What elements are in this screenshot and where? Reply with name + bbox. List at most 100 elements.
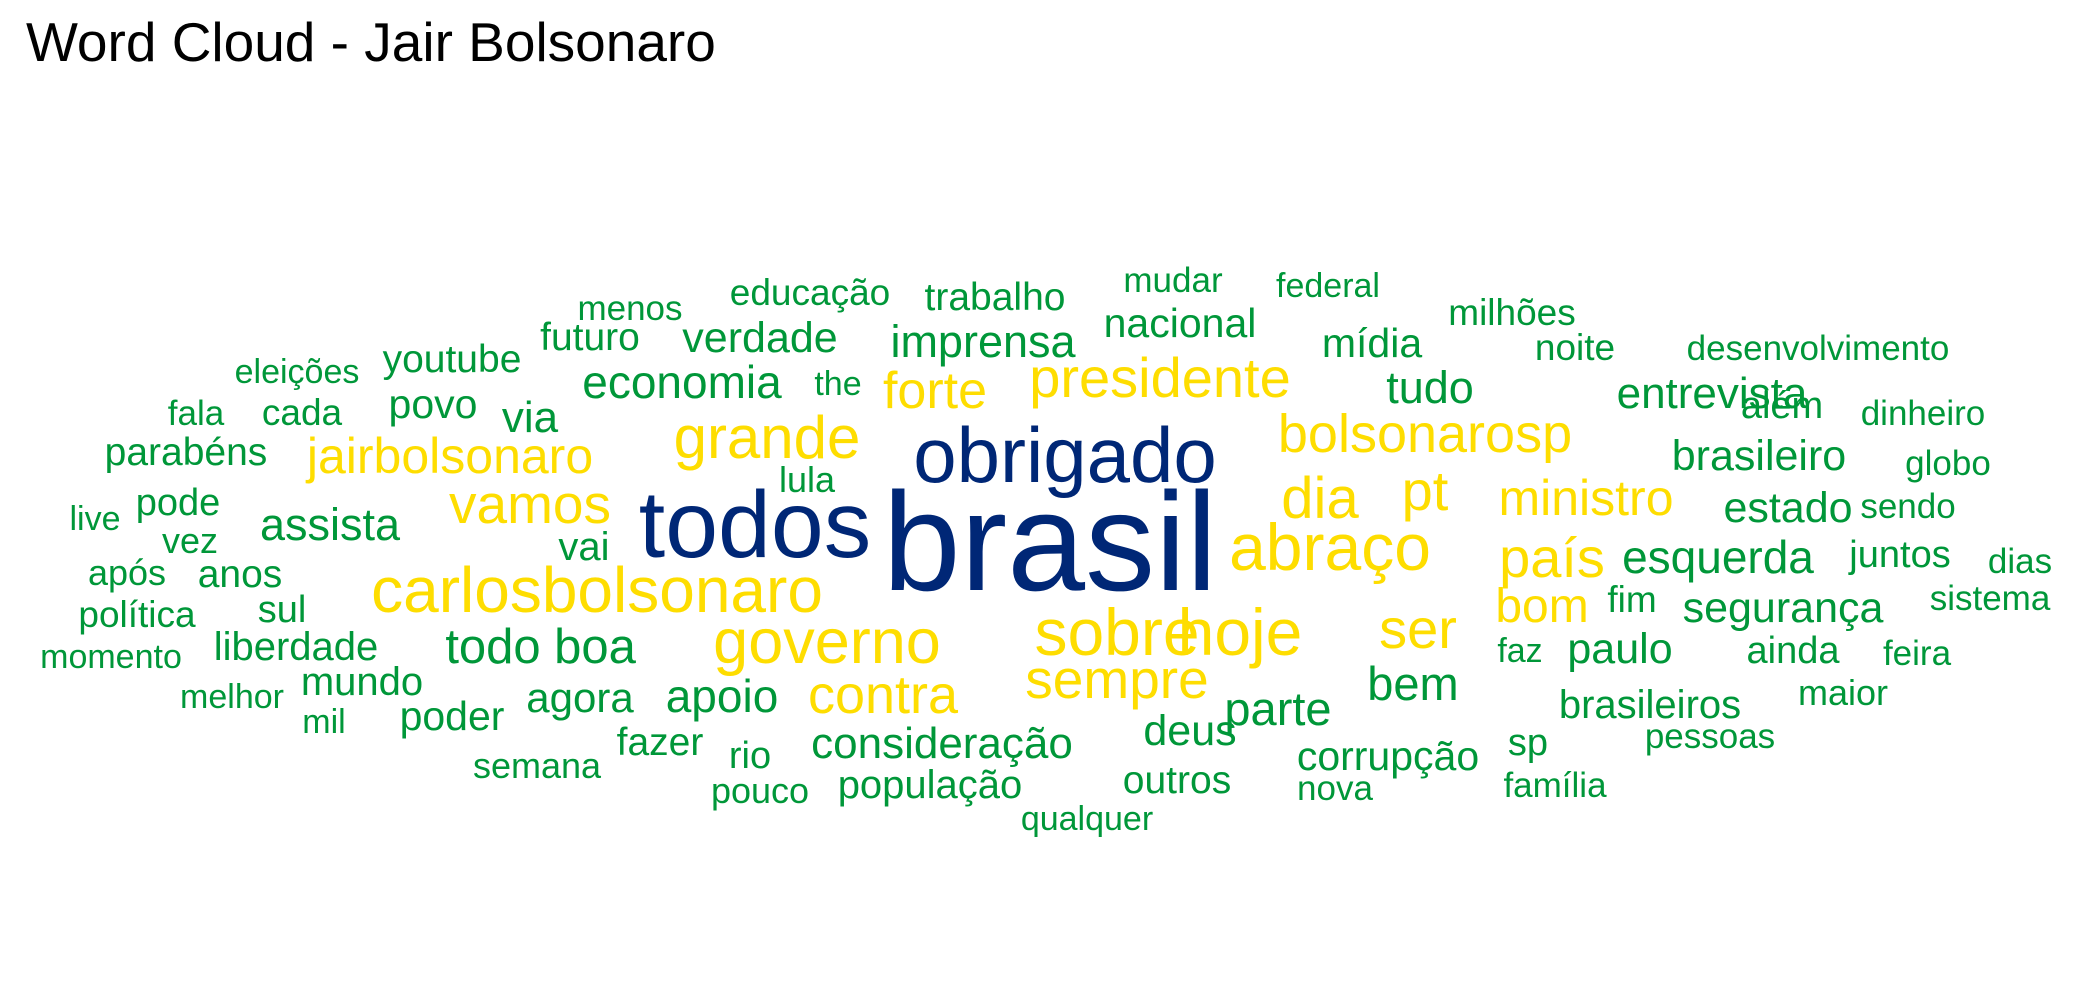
word-bom: bom — [1495, 580, 1588, 633]
word-juntos: juntos — [1848, 534, 1950, 576]
word-paulo: paulo — [1567, 625, 1672, 673]
word-menos: menos — [577, 289, 682, 328]
word-pessoas: pessoas — [1645, 717, 1775, 756]
word-forte: forte — [883, 362, 987, 420]
word-entrevista: entrevista — [1617, 369, 1808, 418]
word-assista: assista — [260, 499, 401, 550]
word-ministro: ministro — [1498, 470, 1673, 526]
word-live: live — [69, 500, 120, 538]
word-brasileiro: brasileiro — [1672, 432, 1846, 480]
word-bolsonarosp: bolsonarosp — [1278, 404, 1572, 464]
word-anos: anos — [198, 553, 283, 596]
word-trabalho: trabalho — [925, 276, 1066, 319]
word-pode: pode — [136, 482, 221, 524]
word-após: após — [88, 552, 166, 593]
word-federal: federal — [1276, 267, 1380, 305]
word-boa: boa — [554, 620, 637, 674]
word-vamos: vamos — [449, 473, 611, 535]
word-momento: momento — [40, 638, 182, 676]
word-brasil: brasil — [883, 463, 1218, 620]
word-sendo: sendo — [1860, 487, 1955, 526]
word-presidente: presidente — [1029, 346, 1291, 409]
word-dia: dia — [1281, 466, 1359, 531]
word-povo: povo — [389, 381, 478, 427]
word-população: população — [838, 763, 1023, 807]
word-além: além — [1741, 385, 1823, 427]
word-cada: cada — [262, 392, 343, 433]
word-desenvolvimento: desenvolvimento — [1687, 329, 1950, 368]
word-contra: contra — [808, 665, 959, 725]
word-vez: vez — [162, 520, 218, 561]
word-pouco: pouco — [711, 770, 809, 811]
word-dinheiro: dinheiro — [1861, 394, 1986, 433]
word-carlosbolsonaro: carlosbolsonaro — [371, 554, 823, 626]
word-the: the — [814, 365, 861, 403]
word-sistema: sistema — [1930, 579, 2051, 618]
word-apoio: apoio — [666, 670, 779, 722]
word-outros: outros — [1123, 759, 1231, 802]
word-deus: deus — [1143, 707, 1236, 755]
word-faz: faz — [1497, 632, 1542, 670]
word-hoje: hoje — [1178, 595, 1303, 669]
word-verdade: verdade — [682, 314, 837, 362]
word-obrigado: obrigado — [913, 411, 1217, 499]
word-youtube: youtube — [383, 338, 522, 381]
word-via: via — [502, 393, 559, 442]
word-sp: sp — [1508, 722, 1548, 764]
chart-title: Word Cloud - Jair Bolsonaro — [26, 11, 716, 73]
word-melhor: melhor — [180, 678, 284, 716]
word-pt: pt — [1402, 459, 1449, 522]
word-nacional: nacional — [1104, 300, 1257, 346]
word-fala: fala — [168, 394, 225, 433]
word-ainda: ainda — [1747, 630, 1841, 672]
word-globo: globo — [1905, 444, 1991, 483]
word-parabéns: parabéns — [105, 431, 268, 474]
word-corrupção: corrupção — [1297, 733, 1479, 779]
word-milhões: milhões — [1448, 292, 1576, 333]
word-mil: mil — [302, 703, 345, 741]
word-tudo: tudo — [1386, 362, 1474, 413]
word-política: política — [78, 594, 196, 635]
word-semana: semana — [473, 745, 602, 786]
word-lula: lula — [779, 459, 836, 500]
word-sempre: sempre — [1025, 648, 1208, 710]
word-brasileiros: brasileiros — [1559, 683, 1741, 727]
word-ser: ser — [1379, 597, 1457, 660]
word-parte: parte — [1224, 682, 1331, 735]
word-fazer: fazer — [617, 721, 704, 764]
word-bem: bem — [1367, 657, 1458, 710]
word-dias: dias — [1988, 542, 2052, 581]
word-imprensa: imprensa — [890, 316, 1076, 367]
word-abraço: abraço — [1229, 510, 1431, 584]
word-sul: sul — [258, 589, 307, 631]
word-liberdade: liberdade — [214, 625, 379, 669]
word-eleições: eleições — [235, 353, 360, 391]
word-economia: economia — [582, 356, 782, 408]
word-família: família — [1503, 766, 1607, 805]
word-poder: poder — [400, 693, 505, 739]
word-esquerda: esquerda — [1622, 531, 1814, 583]
word-futuro: futuro — [540, 316, 640, 359]
word-fim: fim — [1607, 579, 1656, 620]
word-maior: maior — [1798, 672, 1888, 713]
word-governo: governo — [713, 607, 941, 677]
word-segurança: segurança — [1683, 584, 1884, 632]
word-mudar: mudar — [1123, 261, 1223, 300]
word-qualquer: qualquer — [1021, 800, 1153, 838]
word-feira: feira — [1883, 634, 1952, 673]
word-educação: educação — [730, 272, 890, 313]
word-vai: vai — [558, 525, 609, 569]
word-estado: estado — [1723, 484, 1852, 532]
word-noite: noite — [1535, 327, 1615, 368]
word-país: país — [1499, 526, 1605, 589]
word-agora: agora — [526, 674, 634, 721]
word-todos: todos — [639, 472, 871, 578]
word-grande: grande — [674, 404, 861, 471]
word-consideração: consideração — [811, 719, 1073, 768]
word-rio: rio — [729, 735, 771, 777]
word-mundo: mundo — [301, 660, 423, 704]
word-sobre: sobre — [1034, 595, 1199, 669]
word-jairbolsonaro: jairbolsonaro — [305, 428, 593, 484]
word-nova: nova — [1297, 769, 1373, 808]
